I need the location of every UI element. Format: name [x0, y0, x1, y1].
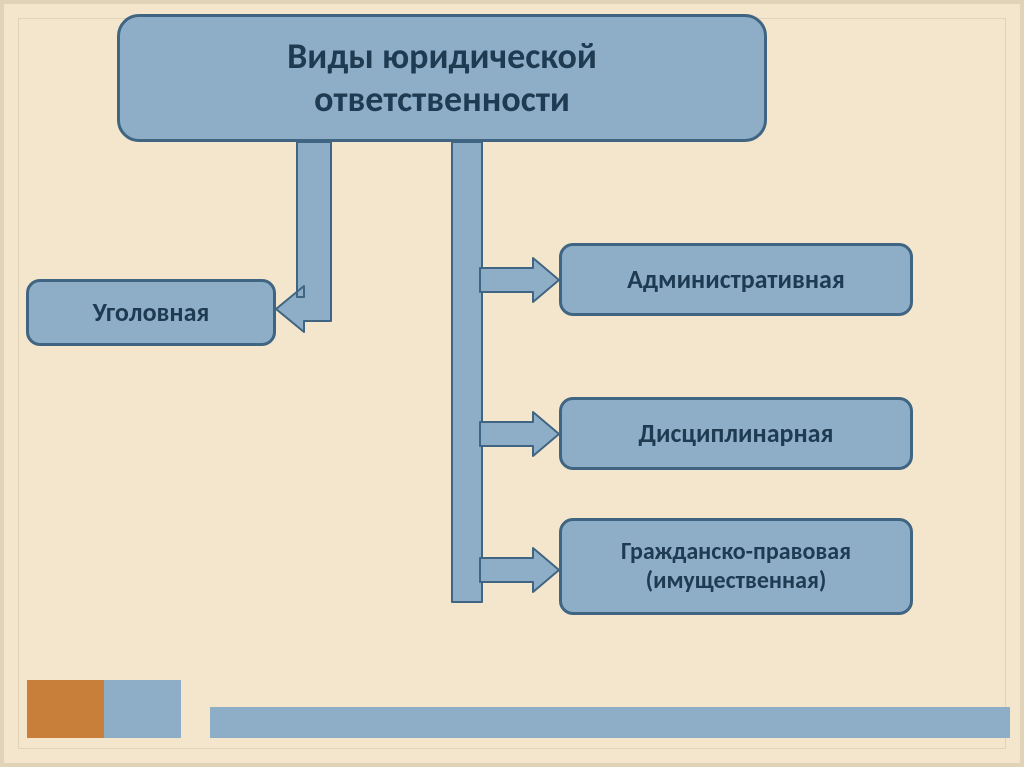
node-discip: Дисциплинарная	[559, 397, 913, 470]
node-civil-label-1: Гражданско-правовая	[621, 538, 851, 567]
title-line-2: ответственности	[287, 78, 597, 121]
node-criminal: Уголовная	[26, 279, 276, 346]
title-line-1: Виды юридической	[287, 35, 597, 78]
diagram-canvas: Виды юридической ответственности Уголовн…	[0, 0, 1024, 767]
node-criminal-label: Уголовная	[93, 297, 210, 328]
node-civil: Гражданско-правовая (имущественная)	[559, 518, 913, 615]
footer-accent-orange	[27, 680, 104, 738]
title-box: Виды юридической ответственности	[117, 14, 767, 142]
node-civil-label-2: (имущественная)	[621, 567, 851, 596]
node-admin-label: Административная	[627, 264, 845, 295]
footer-bar	[210, 707, 1010, 738]
node-admin: Административная	[559, 243, 913, 316]
footer-accent-blue	[104, 680, 181, 738]
node-discip-label: Дисциплинарная	[639, 418, 834, 449]
